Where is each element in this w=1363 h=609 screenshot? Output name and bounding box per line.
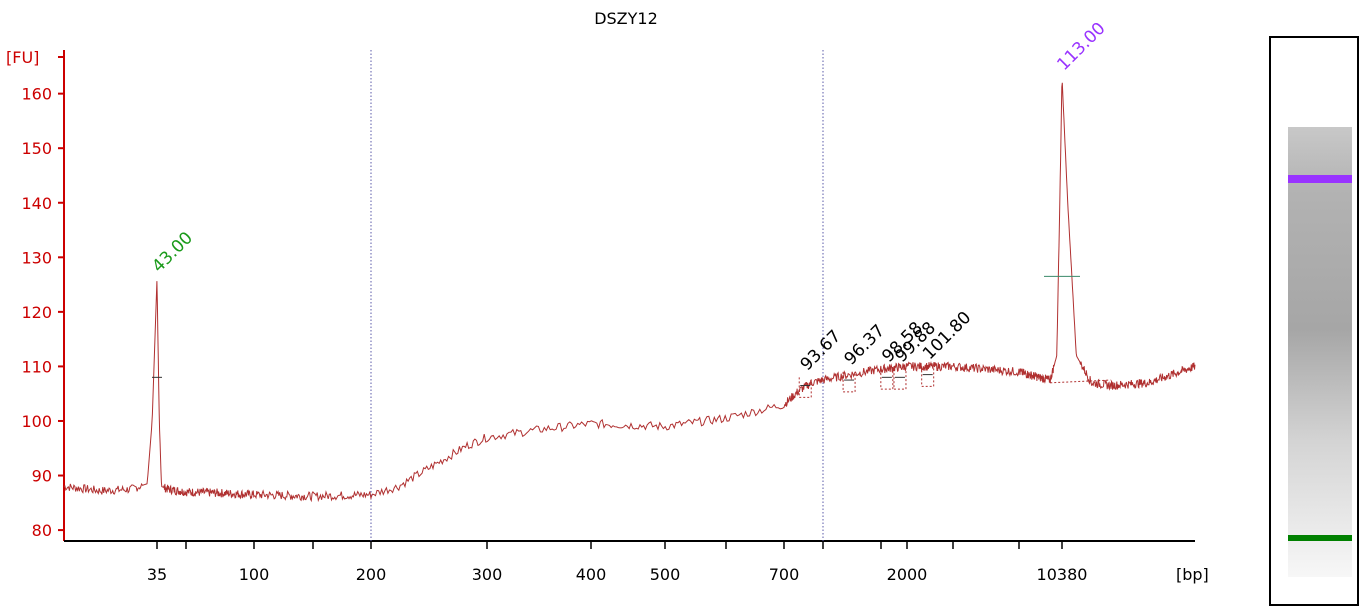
peak-window <box>921 366 935 387</box>
peak-window <box>842 371 856 393</box>
x-tick-label: 100 <box>239 565 270 584</box>
x-tick-label: 35 <box>147 565 167 584</box>
chart-title: DSZY12 <box>594 9 658 28</box>
peak-label: 96.37 <box>840 321 889 370</box>
x-tick-label: 400 <box>576 565 607 584</box>
y-tick-label: 100 <box>21 412 52 431</box>
x-tick-label: 700 <box>769 565 800 584</box>
gel-lane <box>1269 36 1359 606</box>
peak-window <box>893 369 907 390</box>
y-axis-label: [FU] <box>6 48 39 67</box>
marker-baseline <box>1050 379 1111 384</box>
peak-label: 113.00 <box>1053 19 1109 75</box>
y-tick-label: 140 <box>21 194 52 213</box>
x-tick-label: 10380 <box>1037 565 1088 584</box>
gel-smear <box>1288 127 1352 577</box>
y-tick-label: 150 <box>21 139 52 158</box>
x-tick-label: 500 <box>650 565 681 584</box>
y-tick-label: 80 <box>32 521 52 540</box>
y-tick-label: 110 <box>21 357 52 376</box>
y-tick-label: 160 <box>21 85 52 104</box>
x-tick-label: 300 <box>472 565 503 584</box>
peak-label: 43.00 <box>148 228 197 277</box>
x-axis-label: [bp] <box>1176 565 1209 584</box>
peak-window <box>798 377 812 398</box>
lower-marker-band <box>1288 535 1352 541</box>
peak-label: 93.67 <box>797 326 846 375</box>
signal-trace <box>63 82 1196 503</box>
x-tick-label: 2000 <box>887 565 928 584</box>
peak-window <box>880 369 894 390</box>
y-tick-label: 120 <box>21 303 52 322</box>
x-tick-label: 200 <box>356 565 387 584</box>
upper-marker-band <box>1288 175 1352 183</box>
y-tick-label: 90 <box>32 467 52 486</box>
y-tick-label: 130 <box>21 248 52 267</box>
